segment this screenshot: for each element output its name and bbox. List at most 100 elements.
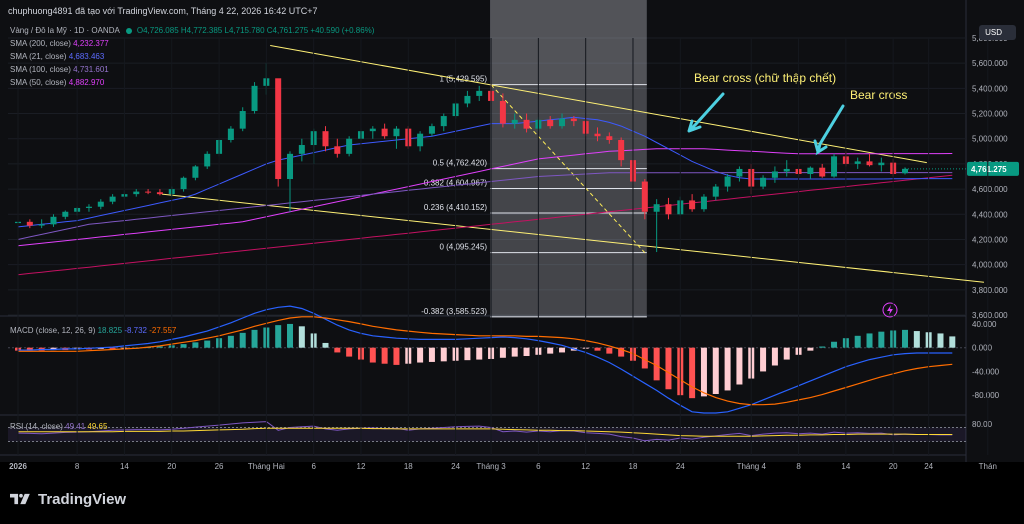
candle-body xyxy=(440,116,447,127)
macd-histogram-bar xyxy=(322,342,329,348)
macd-histogram-bar xyxy=(665,347,672,390)
currency-selector[interactable]: USD xyxy=(979,25,1016,40)
macd-label: MACD (close, 12, 26, 9) xyxy=(10,326,96,335)
rsi-label: RSI (14, close) xyxy=(10,422,63,431)
rsi-band xyxy=(8,427,966,442)
tradingview-brand[interactable]: TradingView xyxy=(10,488,126,510)
macd-histogram-bar xyxy=(251,329,258,348)
macd-histogram-bar xyxy=(783,347,790,360)
rsi-line xyxy=(17,421,953,442)
macd-histogram-bar xyxy=(913,331,920,348)
macd-y-tick-label: 0.000 xyxy=(972,344,993,353)
y-tick-label: 4,000.000 xyxy=(972,261,1008,270)
macd-histogram-bar xyxy=(156,346,163,348)
candle-body xyxy=(38,224,45,226)
candle-body xyxy=(523,119,530,129)
macd-histogram-bar xyxy=(511,347,518,357)
y-tick-label: 5,400.000 xyxy=(972,84,1008,93)
macd-y-tick-label: -40.000 xyxy=(972,367,1000,376)
sma-line xyxy=(17,116,953,228)
market-status-dot xyxy=(125,27,132,34)
macd-histogram-bar xyxy=(369,347,376,363)
candle-body xyxy=(204,153,211,167)
macd-histogram-bar xyxy=(547,347,554,354)
ohlc-close: C4,761.275 xyxy=(266,26,309,35)
x-tick-label: 6 xyxy=(311,462,316,471)
macd-histogram-bar xyxy=(417,347,424,363)
x-tick-label: 8 xyxy=(796,462,801,471)
sma-100-legend[interactable]: SMA (100, close) 4,731.601 xyxy=(10,63,374,76)
candle-body xyxy=(606,136,613,140)
y-tick-label: 5,600.000 xyxy=(972,59,1008,68)
candle-body xyxy=(570,118,577,122)
y-tick-label: 5,200.000 xyxy=(972,110,1008,119)
candle-body xyxy=(499,100,506,124)
y-tick-label: 3,600.000 xyxy=(972,311,1008,320)
candle-body xyxy=(298,145,305,154)
candle-body xyxy=(239,111,246,129)
candle-body xyxy=(665,204,672,215)
y-tick-label: 5,000.000 xyxy=(972,135,1008,144)
symbol-label[interactable]: Vàng / Đô la Mỹ · 1D · OANDA xyxy=(10,26,120,35)
macd-hist-value: 18.825 xyxy=(97,326,123,335)
x-tick-label: 8 xyxy=(75,462,80,471)
macd-histogram-bar xyxy=(819,346,826,348)
candle-body xyxy=(464,95,471,104)
x-tick-label: 18 xyxy=(629,462,638,471)
x-tick-label: 20 xyxy=(167,462,176,471)
macd-histogram-bar xyxy=(831,341,838,348)
candle-body xyxy=(417,133,424,147)
candle-body xyxy=(653,204,660,212)
y-tick-label: 4,600.000 xyxy=(972,185,1008,194)
sma-50-value: 4,882.970 xyxy=(68,78,105,87)
sma-200-legend[interactable]: SMA (200, close) 4,232.377 xyxy=(10,37,374,50)
last-price-badge xyxy=(967,161,1019,176)
chart-header: chuphuong4891 đã tạo với TradingView.com… xyxy=(8,6,318,16)
x-tick-label: 14 xyxy=(841,462,850,471)
candle-body xyxy=(251,85,258,112)
y-tick-label: 3,800.000 xyxy=(972,286,1008,295)
rsi-legend[interactable]: RSI (14, close) 49.41 49.65 xyxy=(10,422,107,431)
candle-body xyxy=(322,131,329,147)
candle-body xyxy=(145,191,152,193)
macd-legend[interactable]: MACD (close, 12, 26, 9) 18.825 -8.732 -2… xyxy=(10,326,176,335)
candle-body xyxy=(700,196,707,210)
x-tick-label: 24 xyxy=(924,462,933,471)
x-tick-label: 18 xyxy=(404,462,413,471)
macd-histogram-bar xyxy=(499,347,506,358)
annotation-bear-cross-2: Bear cross xyxy=(850,88,907,102)
candle-body xyxy=(783,168,790,172)
sma-200-value: 4,232.377 xyxy=(73,39,109,48)
rsi-y-tick-label: 80.00 xyxy=(972,420,993,429)
fib-diagonal xyxy=(490,84,646,254)
macd-histogram-bar xyxy=(26,347,33,351)
macd-histogram-bar xyxy=(878,331,885,348)
candle-body xyxy=(594,133,601,137)
macd-histogram-bar xyxy=(949,336,956,348)
macd-histogram-bar xyxy=(724,347,731,391)
macd-histogram-bar xyxy=(641,347,648,369)
candle-body xyxy=(381,128,388,137)
macd-histogram-bar xyxy=(476,347,483,360)
candle-body xyxy=(334,146,341,154)
rsi-ma-value: 49.65 xyxy=(87,422,108,431)
alert-icon xyxy=(882,302,898,318)
lightning-icon xyxy=(887,305,893,315)
fib-zone-upper xyxy=(490,0,647,85)
annotation-bear-cross-1: Bear cross (chữ thập chết) xyxy=(694,71,836,85)
brand-name: TradingView xyxy=(38,490,127,508)
sma-21-label: SMA (21, close) xyxy=(10,52,67,61)
macd-histogram-bar xyxy=(653,347,660,381)
x-tick-label: Tháng 4 xyxy=(737,462,767,471)
candle-body xyxy=(109,196,116,202)
macd-histogram-bar xyxy=(618,347,625,357)
sma-21-legend[interactable]: SMA (21, close) 4,683.463 xyxy=(10,50,374,63)
macd-histogram-bar xyxy=(204,340,211,348)
lower-trendline xyxy=(161,193,985,283)
sma-50-legend[interactable]: SMA (50, close) 4,882.970 xyxy=(10,76,374,89)
candle-body xyxy=(156,192,163,195)
candle-body xyxy=(26,221,33,226)
macd-histogram-bar xyxy=(50,347,57,351)
